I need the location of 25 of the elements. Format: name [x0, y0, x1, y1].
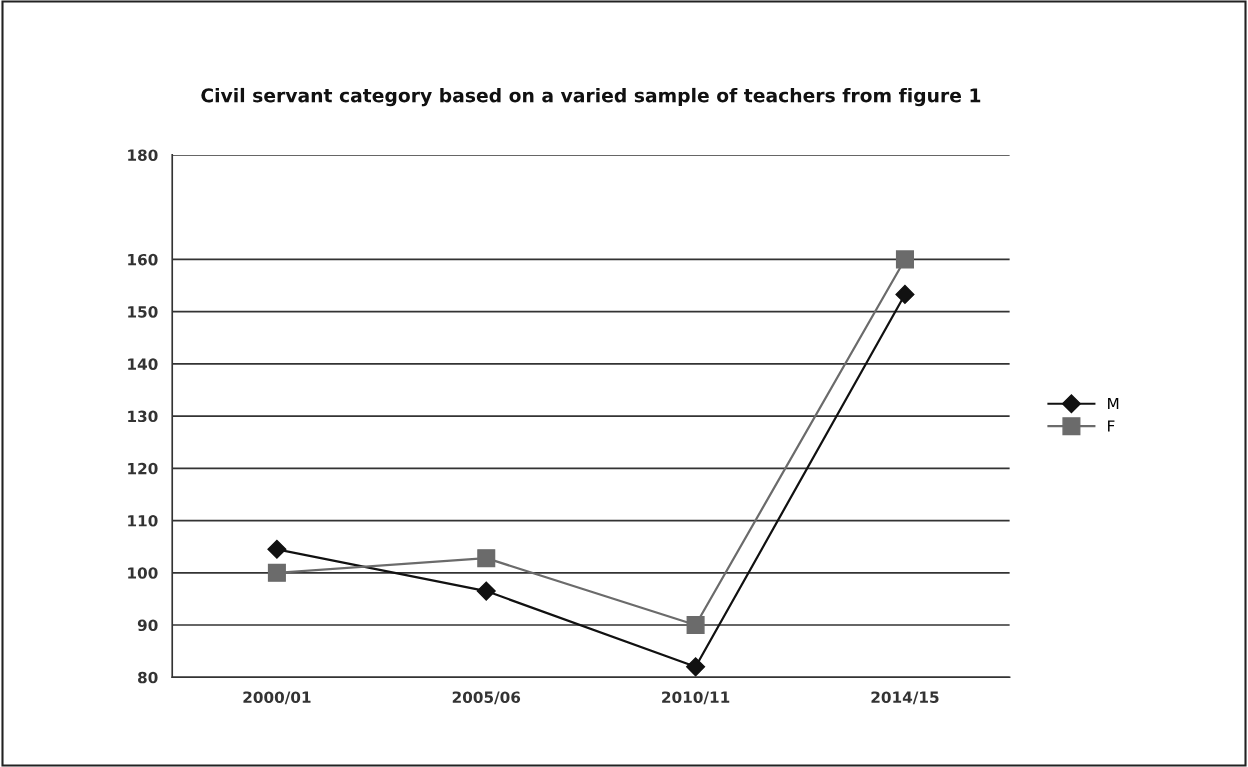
- y-tick-label: 100: [128, 567, 158, 579]
- x-tick-label: 2005/06: [452, 691, 521, 705]
- y-tick-label: 150: [128, 306, 158, 318]
- x-tick-label: 2014/15: [871, 691, 939, 705]
- y-tick-label: 180: [128, 149, 158, 161]
- legend-label: M: [1108, 397, 1119, 410]
- y-tick-label: 140: [128, 358, 158, 370]
- point: [686, 615, 705, 635]
- point: [267, 563, 286, 582]
- point: [476, 581, 496, 601]
- point: [686, 657, 706, 677]
- point: [895, 250, 914, 269]
- point: [477, 549, 496, 568]
- point: [895, 284, 915, 304]
- x-tick-label: 2010/11: [662, 691, 730, 705]
- point: [267, 539, 287, 559]
- x-tick-label: 2000/01: [243, 691, 311, 705]
- chart-title: Civil servant category based on a varied sample of teachers from figure 1: [201, 87, 981, 107]
- y-tick-label: 160: [128, 253, 158, 266]
- y-tick-label: 90: [137, 619, 158, 632]
- y-tick-label: 130: [128, 410, 158, 423]
- legend-label: F: [1108, 420, 1115, 432]
- y-tick-label: 80: [138, 671, 158, 684]
- y-tick-label: 120: [128, 462, 158, 475]
- y-tick-label: 110: [128, 515, 158, 527]
